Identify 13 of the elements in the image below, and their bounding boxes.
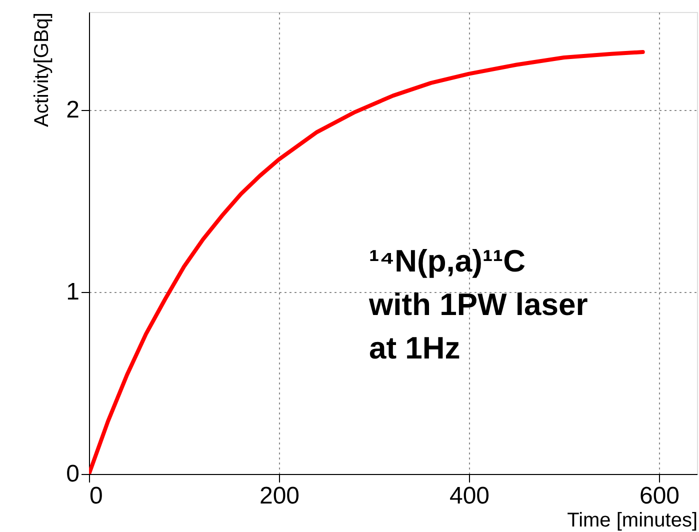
line-series — [89, 50, 645, 474]
y-axis-title: Activity[GBq] — [31, 12, 54, 127]
y-tick-label: 2 — [66, 96, 80, 124]
x-tick-label: 200 — [259, 482, 300, 510]
annotation: with 1PW laser — [368, 287, 588, 322]
x-tick-label: 600 — [639, 482, 680, 510]
annotation: at 1Hz — [369, 330, 460, 366]
x-tick-label: 400 — [449, 482, 490, 510]
y-tick-label: 0 — [66, 460, 80, 488]
annotation: ¹⁴N(p,a)¹¹C — [369, 244, 526, 279]
y-tick-label: 1 — [66, 278, 80, 306]
x-axis-title: Time [minutes] — [567, 510, 698, 532]
x-tick-label: 0 — [90, 482, 103, 510]
